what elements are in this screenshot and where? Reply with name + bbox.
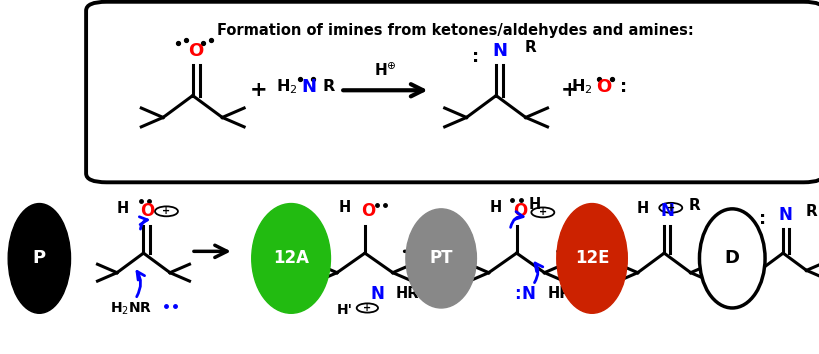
Text: H: H [117,201,129,216]
Text: R: R [524,40,536,55]
Text: H$_2$: H$_2$ [276,78,297,96]
Text: H: H [338,200,350,215]
Text: :: : [619,78,627,96]
Text: N: N [660,202,673,220]
Text: N: N [778,206,791,224]
Text: H: H [490,200,501,215]
Text: H$_2$NR: H$_2$NR [110,301,152,317]
Text: +: + [666,203,674,213]
Text: +: + [363,303,371,313]
Text: O: O [360,202,375,220]
Text: H': H' [336,303,352,317]
Text: O: O [512,202,527,220]
Text: N: N [491,42,506,60]
Text: R: R [322,79,334,94]
Ellipse shape [405,209,476,308]
Text: 12E: 12E [574,250,609,267]
Text: N: N [522,285,535,303]
Text: +: + [560,80,578,100]
FancyArrowPatch shape [139,217,147,229]
Text: O: O [139,202,154,220]
Text: +: + [249,80,267,100]
Text: Formation of imines from ketones/aldehydes and amines:: Formation of imines from ketones/aldehyd… [216,23,693,38]
Text: D: D [724,250,739,267]
Text: H: H [528,197,540,212]
Text: R: R [805,204,817,219]
FancyBboxPatch shape [86,2,819,182]
Text: O: O [188,42,203,60]
Text: 12A: 12A [273,250,309,267]
Text: N: N [301,78,316,96]
Text: HR: HR [547,286,571,301]
Text: :: : [758,211,765,228]
FancyArrowPatch shape [137,272,144,297]
Text: +: + [538,207,546,217]
Text: N: N [370,285,383,303]
Text: O: O [595,78,611,96]
Ellipse shape [556,204,627,313]
Text: H$^{\oplus}$: H$^{\oplus}$ [373,61,396,79]
Ellipse shape [251,204,330,313]
Text: :: : [514,285,520,303]
Text: R: R [688,198,699,213]
Ellipse shape [699,209,764,308]
Text: P: P [33,250,46,267]
Text: PT: PT [429,250,452,267]
Text: H$_2$: H$_2$ [570,78,591,96]
Ellipse shape [8,204,70,313]
Text: :: : [472,48,478,66]
Text: HR: HR [396,286,419,301]
FancyArrowPatch shape [534,263,542,282]
FancyArrowPatch shape [510,212,523,227]
Text: H: H [636,201,648,216]
Text: +: + [162,206,170,216]
